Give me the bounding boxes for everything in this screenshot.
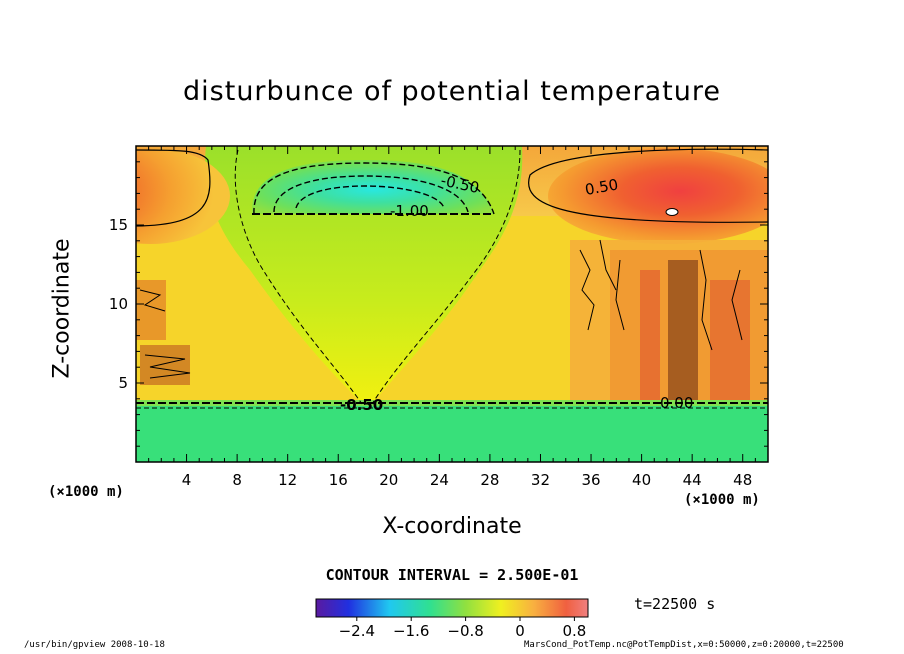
x-tick-label: 12 — [278, 471, 297, 489]
colorbar — [315, 598, 589, 618]
heatmap-field: -0.50 -1.00 0.50 -0.50 0.00 — [136, 146, 768, 462]
contour-dashed-core-3 — [295, 185, 445, 209]
chart-title: disturbunce of potential temperature — [183, 76, 721, 107]
contour-label-2: -1.00 — [390, 202, 429, 220]
field-warm-spot — [665, 208, 679, 216]
field-noise-right — [570, 240, 768, 404]
x-tick-label: 44 — [683, 471, 702, 489]
y-axis-label: Z-coordinate — [49, 238, 75, 379]
colorbar-tick-label: −0.8 — [447, 622, 483, 640]
x-axis-ticks — [148, 146, 756, 462]
colorbar-tick-labels: −2.4 −1.6 −0.8 0 0.8 — [339, 622, 587, 640]
x-tick-label: 40 — [632, 471, 651, 489]
colorbar-tick-label: 0.8 — [562, 622, 586, 640]
y-tick-label: 5 — [118, 374, 128, 392]
contour-dashed-plume — [234, 149, 521, 405]
colorbar-tick-label: 0 — [515, 622, 525, 640]
x-tick-label: 24 — [430, 471, 449, 489]
x-axis-label: X-coordinate — [382, 514, 522, 539]
y-tick-label: 10 — [109, 295, 128, 313]
x-axis-tick-labels: 4 8 12 16 20 24 28 32 36 40 44 48 — [182, 471, 752, 489]
footer-left: /usr/bin/gpview 2008-10-18 — [24, 640, 165, 650]
y-axis-ticks — [136, 161, 768, 447]
x-unit-label: (×1000 m) — [684, 492, 760, 508]
time-label: t=22500 s — [634, 595, 716, 613]
x-tick-label: 28 — [480, 471, 499, 489]
y-axis-tick-labels: 5 10 15 — [109, 216, 128, 392]
colorbar-tick-label: −1.6 — [393, 622, 429, 640]
contour-noise-right-lines — [579, 239, 743, 351]
contour-interval-label: CONTOUR INTERVAL = 2.500E-01 — [325, 566, 579, 584]
x-tick-label: 16 — [329, 471, 348, 489]
contour-label-5: 0.00 — [660, 394, 693, 412]
colorbar-ticks — [356, 617, 575, 621]
footer-right: MarsCond_PotTemp.nc@PotTempDist,x=0:5000… — [524, 640, 844, 650]
x-tick-label: 20 — [379, 471, 398, 489]
contour-label-4: -0.50 — [340, 396, 383, 414]
contour-lines — [136, 148, 768, 409]
x-tick-label: 8 — [232, 471, 242, 489]
field-warm-core-right — [548, 148, 768, 244]
contour-solid-right — [528, 148, 768, 223]
contour-dashed-core-2 — [273, 175, 469, 213]
x-tick-label: 32 — [531, 471, 550, 489]
z-unit-label: (×1000 m) — [48, 484, 124, 500]
colorbar-tick-label: −2.4 — [339, 622, 375, 640]
contour-label-group: -0.50 -1.00 0.50 -0.50 0.00 — [340, 171, 693, 414]
y-tick-label: 15 — [109, 216, 128, 234]
x-tick-label: 4 — [182, 471, 192, 489]
contour-solid-top — [136, 149, 211, 227]
contour-label-3: 0.50 — [584, 175, 620, 199]
field-warm-core-left — [136, 148, 230, 244]
contour-dashed-core-1 — [253, 162, 495, 215]
field-lower-layer — [136, 404, 768, 462]
x-tick-label: 48 — [733, 471, 752, 489]
x-tick-label: 36 — [581, 471, 600, 489]
contour-noise-left-lines — [139, 289, 191, 379]
field-cold-core — [251, 160, 494, 214]
